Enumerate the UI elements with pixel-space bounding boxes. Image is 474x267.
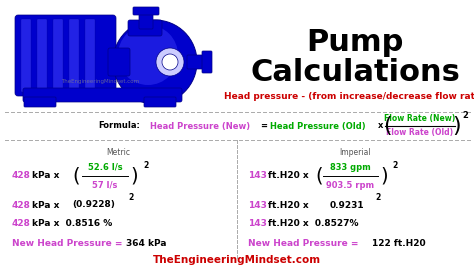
FancyBboxPatch shape: [21, 19, 31, 92]
Circle shape: [156, 48, 184, 76]
FancyBboxPatch shape: [202, 51, 212, 73]
Text: kPa x: kPa x: [32, 171, 59, 180]
Text: ft.H20 x: ft.H20 x: [268, 201, 309, 210]
Text: 833 gpm: 833 gpm: [329, 163, 370, 171]
Text: x: x: [378, 121, 383, 131]
Text: 143: 143: [248, 171, 267, 180]
Text: ft.H20 x: ft.H20 x: [268, 171, 309, 180]
Text: kPa x: kPa x: [32, 201, 59, 210]
Text: (: (: [72, 167, 80, 186]
Text: 903.5 rpm: 903.5 rpm: [326, 180, 374, 190]
Text: Pump: Pump: [306, 28, 404, 57]
Circle shape: [162, 54, 178, 70]
Text: 143: 143: [248, 218, 267, 227]
Text: Flow Rate (Old): Flow Rate (Old): [386, 128, 454, 138]
Text: 428: 428: [12, 171, 31, 180]
Text: Formula:: Formula:: [98, 121, 140, 131]
FancyBboxPatch shape: [128, 20, 162, 36]
Text: 2: 2: [392, 160, 397, 170]
Text: 52.6 l/s: 52.6 l/s: [88, 163, 122, 171]
FancyBboxPatch shape: [144, 97, 176, 107]
Text: 2: 2: [375, 193, 380, 202]
Text: Calculations: Calculations: [250, 58, 460, 87]
FancyBboxPatch shape: [15, 15, 116, 96]
Text: Head Pressure (New): Head Pressure (New): [150, 121, 250, 131]
FancyBboxPatch shape: [85, 19, 95, 92]
Text: New Head Pressure =: New Head Pressure =: [248, 238, 362, 248]
FancyBboxPatch shape: [187, 55, 207, 69]
Text: Head Pressure (Old): Head Pressure (Old): [270, 121, 365, 131]
Text: (: (: [315, 167, 322, 186]
Text: Head pressure - (from increase/decrease flow rate): Head pressure - (from increase/decrease …: [224, 92, 474, 101]
Text: 428: 428: [12, 201, 31, 210]
Text: ): ): [380, 167, 388, 186]
FancyBboxPatch shape: [23, 88, 182, 102]
Text: (: (: [383, 116, 392, 136]
Circle shape: [118, 25, 178, 85]
Text: 122 ft.H20: 122 ft.H20: [372, 238, 426, 248]
Text: =: =: [260, 121, 267, 131]
Text: 143: 143: [248, 201, 267, 210]
FancyBboxPatch shape: [24, 97, 56, 107]
Text: 428: 428: [12, 218, 31, 227]
Text: kPa x  0.8516 %: kPa x 0.8516 %: [32, 218, 112, 227]
Text: ): ): [130, 167, 137, 186]
Text: 2: 2: [462, 112, 468, 120]
Text: 0.9231: 0.9231: [330, 201, 365, 210]
Text: Flow Rate (New): Flow Rate (New): [384, 115, 456, 124]
FancyBboxPatch shape: [139, 9, 153, 29]
FancyBboxPatch shape: [53, 19, 63, 92]
Text: 364 kPa: 364 kPa: [126, 238, 166, 248]
Text: New Head Pressure =: New Head Pressure =: [12, 238, 126, 248]
Text: Metric: Metric: [106, 148, 130, 157]
FancyBboxPatch shape: [108, 48, 130, 76]
Text: 2: 2: [143, 160, 148, 170]
Text: ft.H20 x  0.8527%: ft.H20 x 0.8527%: [268, 218, 358, 227]
FancyBboxPatch shape: [69, 19, 79, 92]
Text: 2: 2: [128, 193, 133, 202]
Text: ): ): [452, 116, 461, 136]
FancyBboxPatch shape: [37, 19, 47, 92]
Circle shape: [113, 20, 197, 104]
Text: Imperial: Imperial: [339, 148, 371, 157]
Text: (0.9228): (0.9228): [72, 201, 115, 210]
Text: 57 l/s: 57 l/s: [92, 180, 118, 190]
Text: TheEngineeringMindset.com: TheEngineeringMindset.com: [153, 255, 321, 265]
Text: TheEngineeringMindset.com: TheEngineeringMindset.com: [61, 80, 139, 84]
FancyBboxPatch shape: [133, 7, 159, 15]
